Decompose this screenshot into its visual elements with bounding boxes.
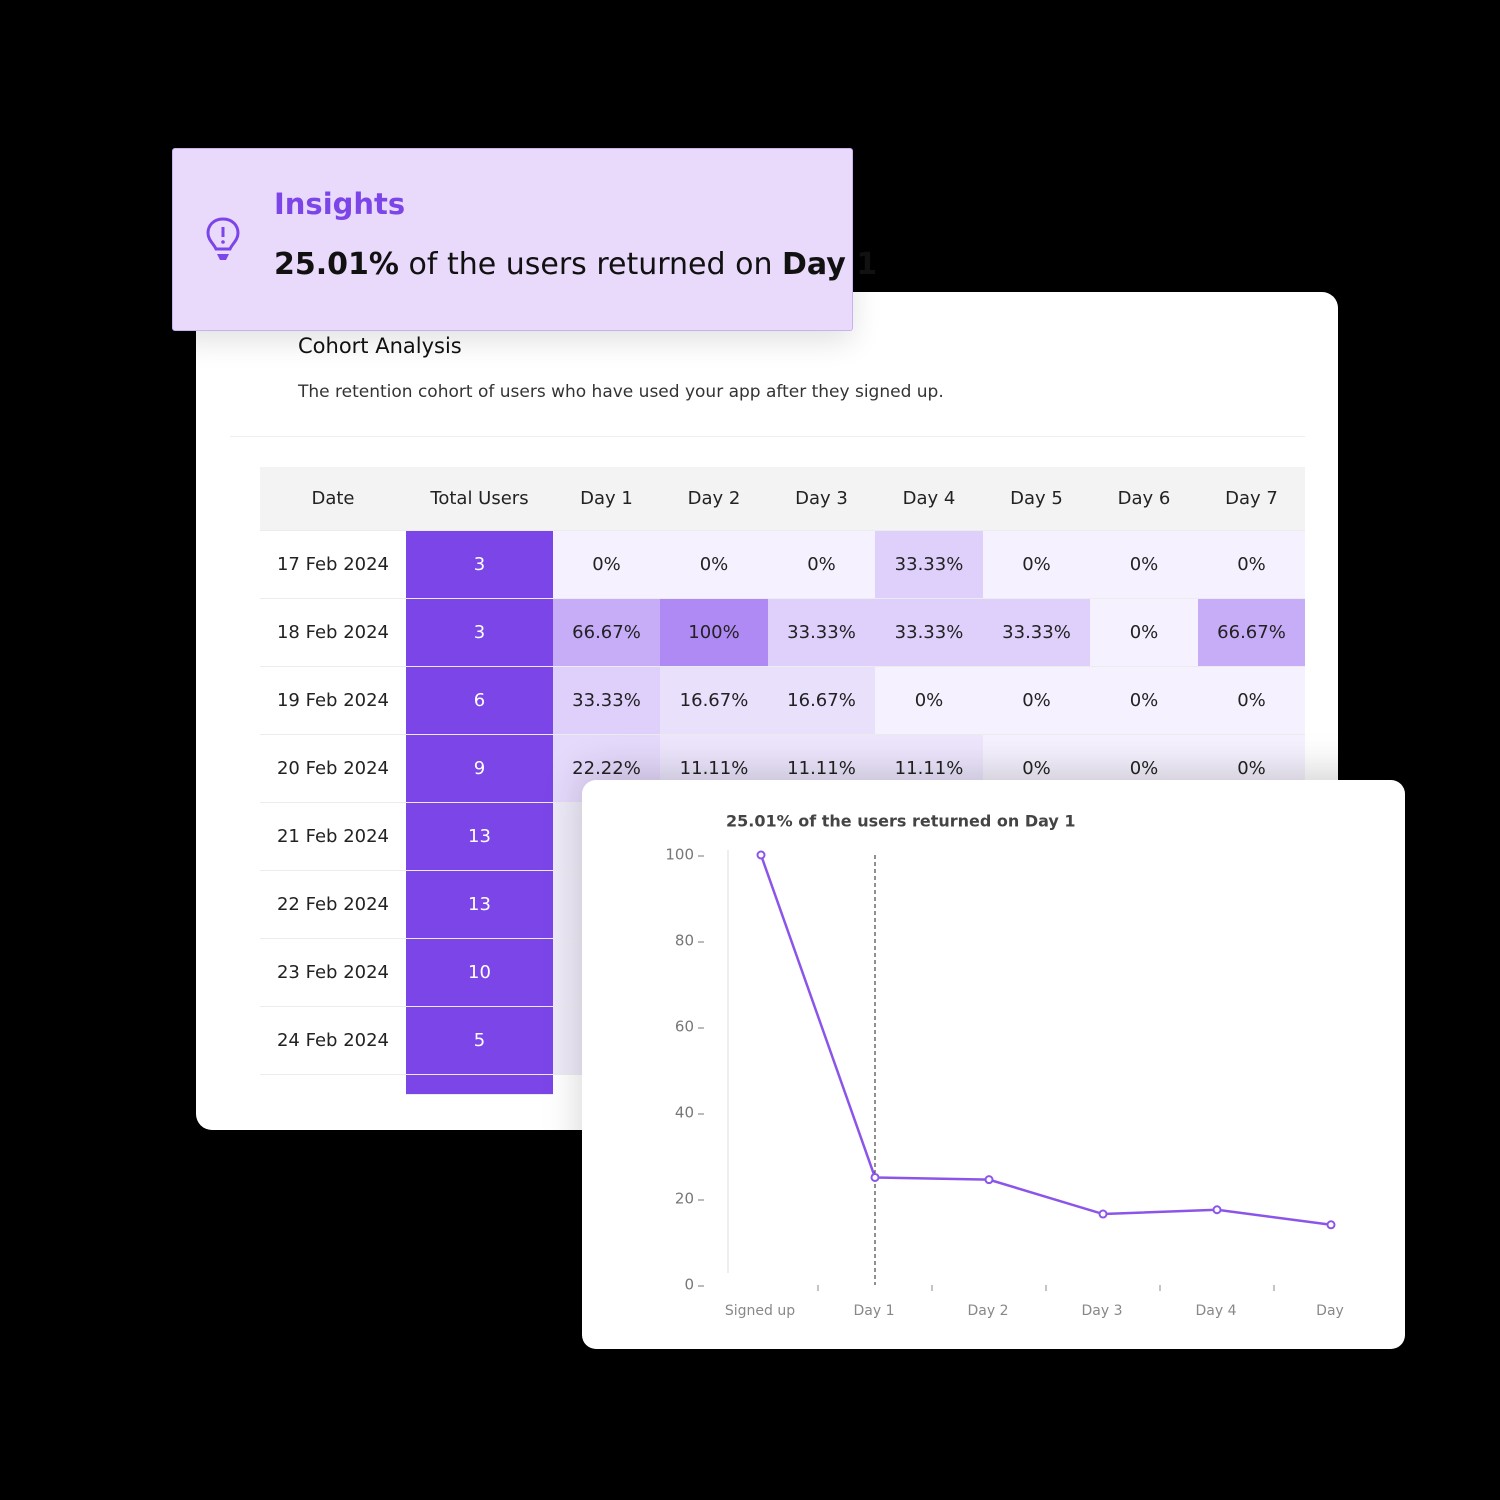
total-users-cell: 6 — [406, 667, 553, 735]
y-tick-label: 20 — [675, 1190, 694, 1208]
column-header: Day 7 — [1198, 467, 1305, 531]
retention-cell: 0% — [660, 531, 768, 599]
divider — [230, 436, 1305, 437]
cohort-description: The retention cohort of users who have u… — [298, 382, 944, 402]
insights-body: of the users returned on — [408, 247, 773, 282]
x-tick-label: Day 2 — [967, 1303, 1008, 1319]
retention-cell: 0% — [1090, 599, 1198, 667]
data-point — [1326, 1220, 1336, 1230]
retention-cell: 33.33% — [875, 599, 983, 667]
data-point — [870, 1172, 880, 1182]
date-cell: 18 Feb 2024 — [260, 599, 406, 667]
retention-cell: 0% — [1090, 667, 1198, 735]
retention-cell: 33.33% — [983, 599, 1090, 667]
x-tick-label: Day — [1316, 1303, 1344, 1319]
date-cell: 21 Feb 2024 — [260, 803, 406, 871]
date-cell: 17 Feb 2024 — [260, 531, 406, 599]
bulb-icon — [206, 217, 240, 260]
total-users-cell: 5 — [406, 1007, 553, 1075]
retention-cell: 100% — [660, 599, 768, 667]
retention-cell: 33.33% — [875, 531, 983, 599]
total-users-cell: 3 — [406, 599, 553, 667]
y-tick-label: 60 — [675, 1018, 694, 1036]
insights-card: Insights 25.01% of the users returned on… — [172, 148, 877, 331]
y-tick-label: 80 — [675, 932, 694, 950]
retention-cell: 0% — [1090, 531, 1198, 599]
insights-text: 25.01% of the users returned on Day 1 — [274, 247, 877, 282]
total-users-cell: 13 — [406, 871, 553, 939]
retention-cell: 16.67% — [660, 667, 768, 735]
x-tick-label: Signed up — [725, 1303, 795, 1319]
retention-cell: 16.67% — [768, 667, 875, 735]
total-users-cell: 9 — [406, 735, 553, 803]
retention-cell: 0% — [983, 531, 1090, 599]
date-cell: 20 Feb 2024 — [260, 735, 406, 803]
x-tick-label: Day 1 — [853, 1303, 894, 1319]
column-header: Date — [260, 467, 406, 531]
retention-cell: 0% — [1198, 667, 1305, 735]
column-header: Day 5 — [983, 467, 1090, 531]
total-users-cell: 10 — [406, 939, 553, 1007]
data-point — [1212, 1205, 1222, 1215]
retention-cell: 0% — [1198, 531, 1305, 599]
chart-card: 25.01% of the users returned on Day 1 0 2… — [582, 780, 1405, 1349]
date-cell: 24 Feb 2024 — [260, 1007, 406, 1075]
data-point — [1098, 1209, 1108, 1219]
column-header: Day 4 — [875, 467, 983, 531]
date-cell: 23 Feb 2024 — [260, 939, 406, 1007]
chart: 25.01% of the users returned on Day 1 0 2… — [665, 812, 1344, 1320]
retention-cell: 0% — [553, 531, 660, 599]
retention-cell: 33.33% — [553, 667, 660, 735]
retention-cell: 0% — [768, 531, 875, 599]
total-users-cell: 3 — [406, 531, 553, 599]
x-tick-label: Day 3 — [1081, 1303, 1122, 1319]
insights-stat: 25.01% — [274, 247, 399, 282]
date-cell: 19 Feb 2024 — [260, 667, 406, 735]
retention-cell: 0% — [875, 667, 983, 735]
insights-emphasis: Day 1 — [782, 247, 878, 282]
total-users-cell: 13 — [406, 803, 553, 871]
total-users-cell — [406, 1075, 553, 1095]
column-header: Day 2 — [660, 467, 768, 531]
data-point — [756, 850, 766, 860]
y-tick-label: 40 — [675, 1104, 694, 1122]
column-header: Day 6 — [1090, 467, 1198, 531]
retention-cell: 66.67% — [553, 599, 660, 667]
column-header: Day 1 — [553, 467, 660, 531]
data-line — [759, 854, 1332, 1227]
y-tick-label: 0 — [684, 1276, 694, 1294]
column-header: Day 3 — [768, 467, 875, 531]
chart-title: 25.01% of the users returned on Day 1 — [726, 812, 1076, 831]
data-point — [984, 1175, 994, 1185]
cohort-title: Cohort Analysis — [298, 334, 462, 358]
retention-cell: 33.33% — [768, 599, 875, 667]
column-header: Total Users — [406, 467, 553, 531]
x-tick-label: Day 4 — [1195, 1303, 1236, 1319]
y-tick-label: 100 — [665, 846, 694, 864]
insights-title: Insights — [274, 187, 406, 221]
retention-cell: 66.67% — [1198, 599, 1305, 667]
retention-cell: 0% — [983, 667, 1090, 735]
date-cell: 22 Feb 2024 — [260, 871, 406, 939]
